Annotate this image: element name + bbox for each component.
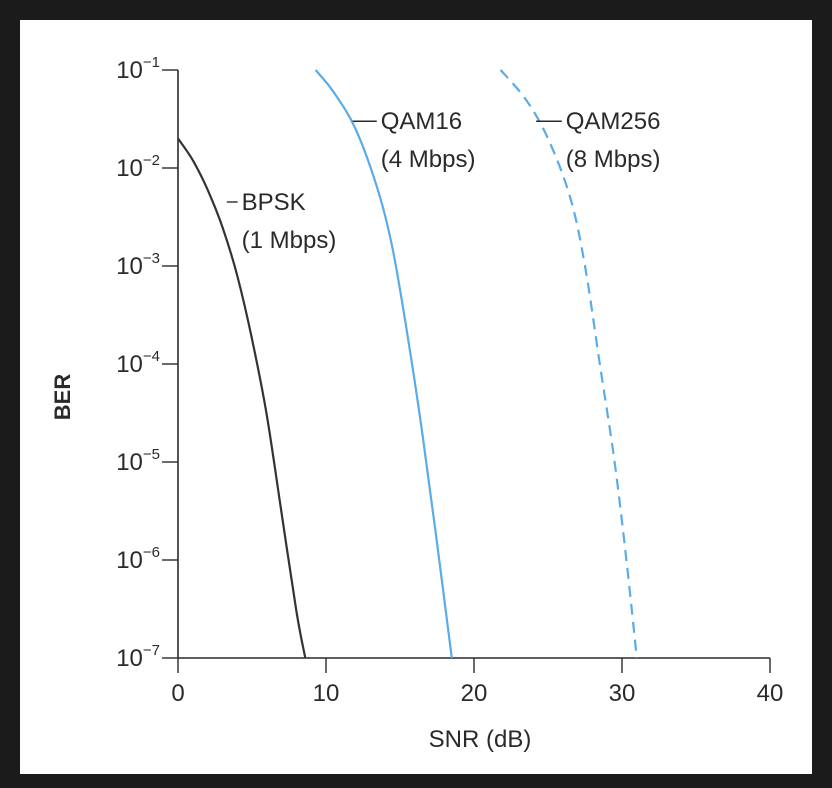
y-tick-label: 10−6 — [116, 544, 160, 574]
x-tick-label: 40 — [757, 680, 784, 707]
series-line-qam16 — [314, 69, 453, 659]
y-tick-label: 10−1 — [116, 54, 160, 84]
x-tick-label: 30 — [609, 680, 636, 707]
series-label-bpsk-rate: (1 Mbps) — [242, 227, 337, 254]
y-tick-label: 10−7 — [116, 642, 160, 672]
series-label-qam256-rate: (8 Mbps) — [566, 146, 661, 173]
ber-vs-snr-chart: BER SNR (dB) 0 10 20 30 40 10−1 10−2 10−3 10−4 10… — [50, 54, 784, 753]
y-axis-label: BER — [50, 374, 75, 421]
series-label-qam16: QAM16 — [381, 108, 462, 135]
series-label-qam256: QAM256 — [566, 108, 661, 135]
y-tick-label: 10−3 — [116, 250, 160, 280]
series-label-bpsk: BPSK — [242, 189, 306, 216]
y-tick-label: 10−5 — [116, 446, 160, 476]
series-label-qam16-rate: (4 Mbps) — [381, 146, 476, 173]
chart-panel: BER SNR (dB) 0 10 20 30 40 10−1 10−2 10−3 10−4 10… — [20, 20, 812, 774]
series-line-bpsk — [177, 137, 307, 659]
y-tick-label: 10−4 — [116, 348, 160, 378]
x-tick-label: 20 — [461, 680, 488, 707]
x-tick-label: 10 — [313, 680, 340, 707]
x-axis-label: SNR (dB) — [429, 726, 532, 753]
series-line-qam256 — [499, 69, 638, 659]
y-tick-label: 10−2 — [116, 152, 160, 182]
x-tick-label: 0 — [171, 680, 184, 707]
